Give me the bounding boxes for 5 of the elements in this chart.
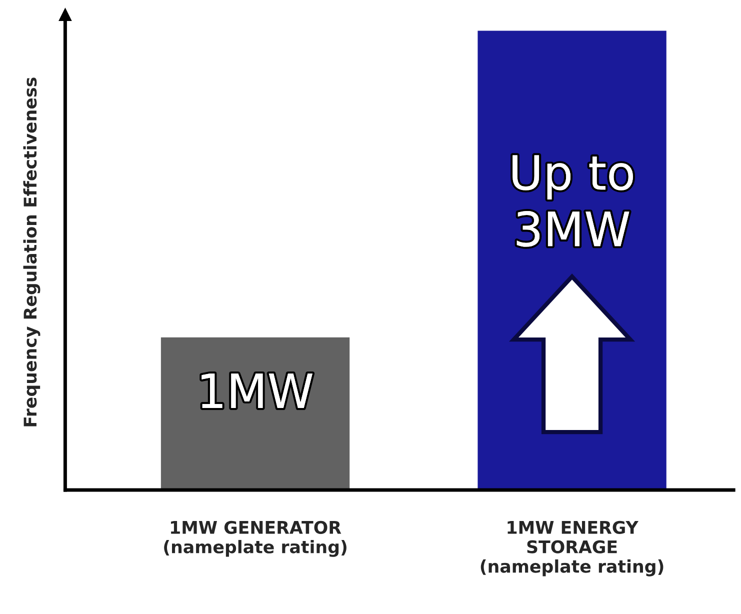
- data-label: Up to 3MW: [512, 155, 633, 247]
- y-axis-title: Frequency Regulation Effectiveness: [23, 78, 40, 426]
- x-tick-label: 1MW GENERATOR (nameplate rating): [164, 520, 346, 557]
- data-label: 1MW: [202, 374, 312, 408]
- x-tick-label: 1MW ENERGY STORAGE (nameplate rating): [480, 520, 664, 576]
